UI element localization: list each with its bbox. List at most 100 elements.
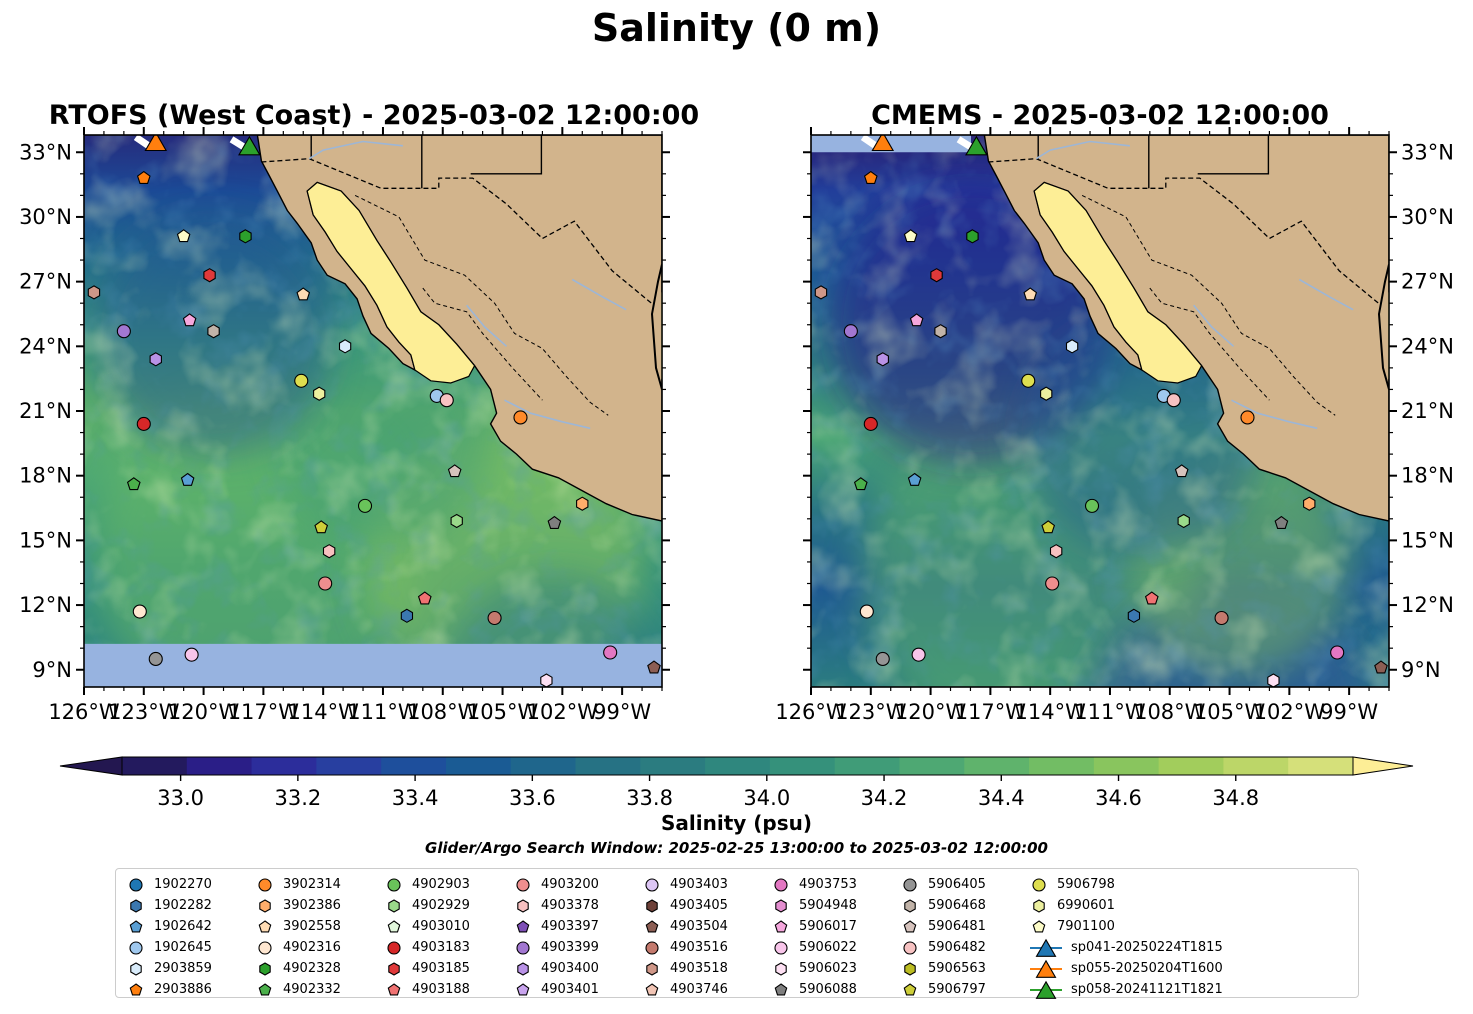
hexagon-marker-icon [646,898,658,913]
x-tick-label: 108°W [407,700,479,724]
platform-marker-4903378 [1049,544,1063,559]
hexagon-marker-icon [775,961,787,976]
legend-item: 4903401 [513,979,599,1000]
admin-boundary [470,135,543,175]
legend-label: 5906022 [799,940,857,955]
legend-label: 6990601 [1057,898,1115,913]
platform-marker-sp058-20241121T1821 [965,135,988,156]
triangle-marker-icon [1030,938,1062,957]
legend-item: 3902558 [255,916,341,937]
colorbar-tick-label: 33.4 [392,786,439,810]
platform-marker-5906798 [1021,373,1036,388]
legend-item: 7901100 [1029,916,1223,937]
x-tick-label: 102°W [527,700,599,724]
legend-item: 6990601 [1029,895,1223,916]
platform-marker-4902328 [966,229,979,244]
platform-marker-2903859 [338,339,352,354]
legend-label: 4902903 [412,877,470,892]
legend-item: 5906022 [771,937,857,958]
legend-column: 4903753 5904948 5906017 5906022 5906023 59060… [771,874,857,1000]
platform-marker-5906797 [1041,520,1056,534]
y-tick-label: 18°N [1401,464,1454,488]
legend-column: 4903403 4903405 4903504 4903516 4903518 49037… [642,874,728,1000]
x-tick-label: 111°W [347,700,419,724]
platform-marker-4902903 [1084,498,1100,513]
y-tick-label: 15°N [19,528,72,552]
colorbar-bin [769,757,836,775]
colorbar-bin [1223,757,1289,775]
colorbar-bin [251,757,317,775]
legend-item: 5906563 [900,958,986,979]
hexagon-marker-icon [646,961,658,976]
platform-marker-4903504 [1374,660,1388,674]
platform-marker-4902332 [853,477,868,491]
platform-marker-4903200 [1045,576,1060,591]
legend-label: 5906468 [928,898,986,913]
legend-item: 4902929 [384,895,470,916]
colorbar-tick-label: 33.8 [626,786,673,810]
hexagon-marker-icon [388,961,400,976]
river [308,140,403,160]
gulf-of-california [1033,181,1203,384]
colorbar-bin [1288,757,1354,775]
legend-label: 4903403 [670,877,728,892]
legend-item: 4903200 [513,874,599,895]
x-tick-label: 117°W [955,700,1027,724]
legend-item: 4903405 [642,895,728,916]
platform-marker-4902929 [1177,513,1190,529]
legend-column: 1902270 1902282 1902642 1902645 2903859 29038… [126,874,212,1000]
platform-marker-4903753 [603,645,618,660]
y-tick-label: 12°N [19,593,72,617]
colorbar-bin [1029,757,1095,775]
colorbar-bin [899,757,965,775]
legend-label: 5906405 [928,877,986,892]
pentagon-marker-icon [1032,919,1046,932]
platform-marker-4902316 [859,604,874,619]
pentagon-marker-icon [774,919,788,932]
colorbar-bin [316,757,382,775]
circle-marker-icon [645,877,659,892]
legend-label: 4902316 [283,940,341,955]
legend-label: 5906482 [928,940,986,955]
legend-item: 1902282 [126,895,212,916]
border-us-mexico [988,158,1382,306]
figure-title: Salinity (0 m) [591,6,882,50]
circle-marker-icon [258,940,272,955]
circle-marker-icon [516,877,530,892]
colorbar-tick-label: 33.6 [509,786,556,810]
legend-item: sp058-20241121T1821 [1029,979,1223,1000]
legend-label: 5906797 [928,982,986,997]
circle-marker-icon [387,940,401,955]
legend-item: 4903518 [642,958,728,979]
platform-marker-3902386 [1303,496,1316,511]
legend-label: 3902558 [283,919,341,934]
platform-marker-3902558 [296,287,311,301]
x-tick-label: 102°W [1254,700,1326,724]
colorbar-bin [705,757,771,775]
legend-label: 4903401 [541,982,599,997]
y-tick-label: 12°N [1401,593,1454,617]
colorbar-tick-label: 34.8 [1212,786,1259,810]
x-tick-label: 99°W [593,700,651,724]
legend-item: 5906481 [900,916,986,937]
legend-label: 4902332 [283,982,341,997]
colorbar-bin [575,757,641,775]
x-tick-label: 126°W [48,700,120,724]
x-tick-label: 120°W [895,700,967,724]
glider-track [956,136,975,151]
y-tick-label: 9°N [32,658,72,682]
legend-item: 4903188 [384,979,470,1000]
legend-label: 3902314 [283,877,341,892]
hexagon-marker-icon [517,961,529,976]
legend-label: 4902929 [412,898,470,913]
x-tick-label: 123°W [108,700,180,724]
triangle-marker-icon [1030,959,1062,978]
pentagon-marker-icon [258,919,272,932]
y-tick-label: 27°N [19,270,72,294]
platform-marker-5906405 [875,651,890,667]
legend-item: 1902645 [126,937,212,958]
x-tick-label: 123°W [835,700,907,724]
river [504,399,591,430]
platform-marker-4903183 [136,416,151,431]
y-tick-label: 24°N [19,334,72,358]
